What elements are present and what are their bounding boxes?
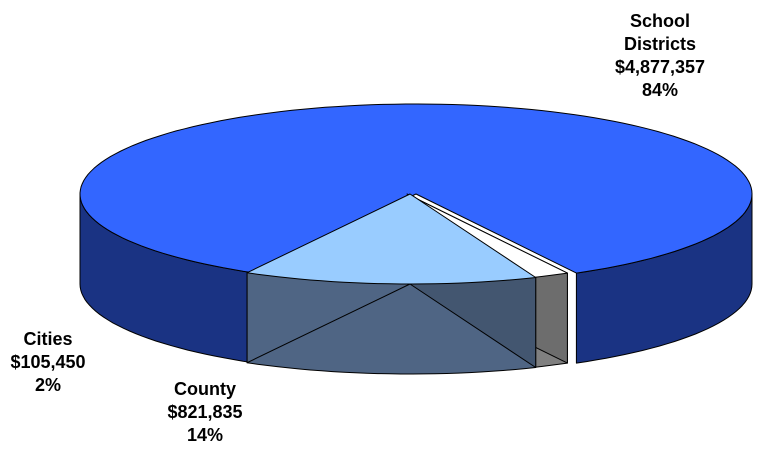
cities-amount: $105,450 (10, 352, 86, 372)
school-districts-amount: $4,877,357 (614, 57, 706, 77)
pie-tops (79, 103, 753, 285)
county-slice-top (246, 193, 537, 285)
school-districts-name-line1: School (629, 11, 690, 31)
school-districts-name-line2: Districts (623, 34, 697, 54)
cities-name: Cities (23, 329, 73, 349)
school-districts-percent: 84% (641, 80, 679, 100)
school-districts-slice-top (79, 103, 753, 274)
county-name: County (174, 379, 236, 399)
school-districts-label: School Districts $4,877,357 84% (590, 10, 730, 102)
county-percent: 14% (186, 425, 224, 445)
county-label: County $821,835 14% (150, 378, 260, 447)
cities-label: Cities $105,450 2% (0, 328, 96, 397)
county-amount: $821,835 (167, 402, 243, 422)
cities-percent: 2% (34, 375, 61, 395)
